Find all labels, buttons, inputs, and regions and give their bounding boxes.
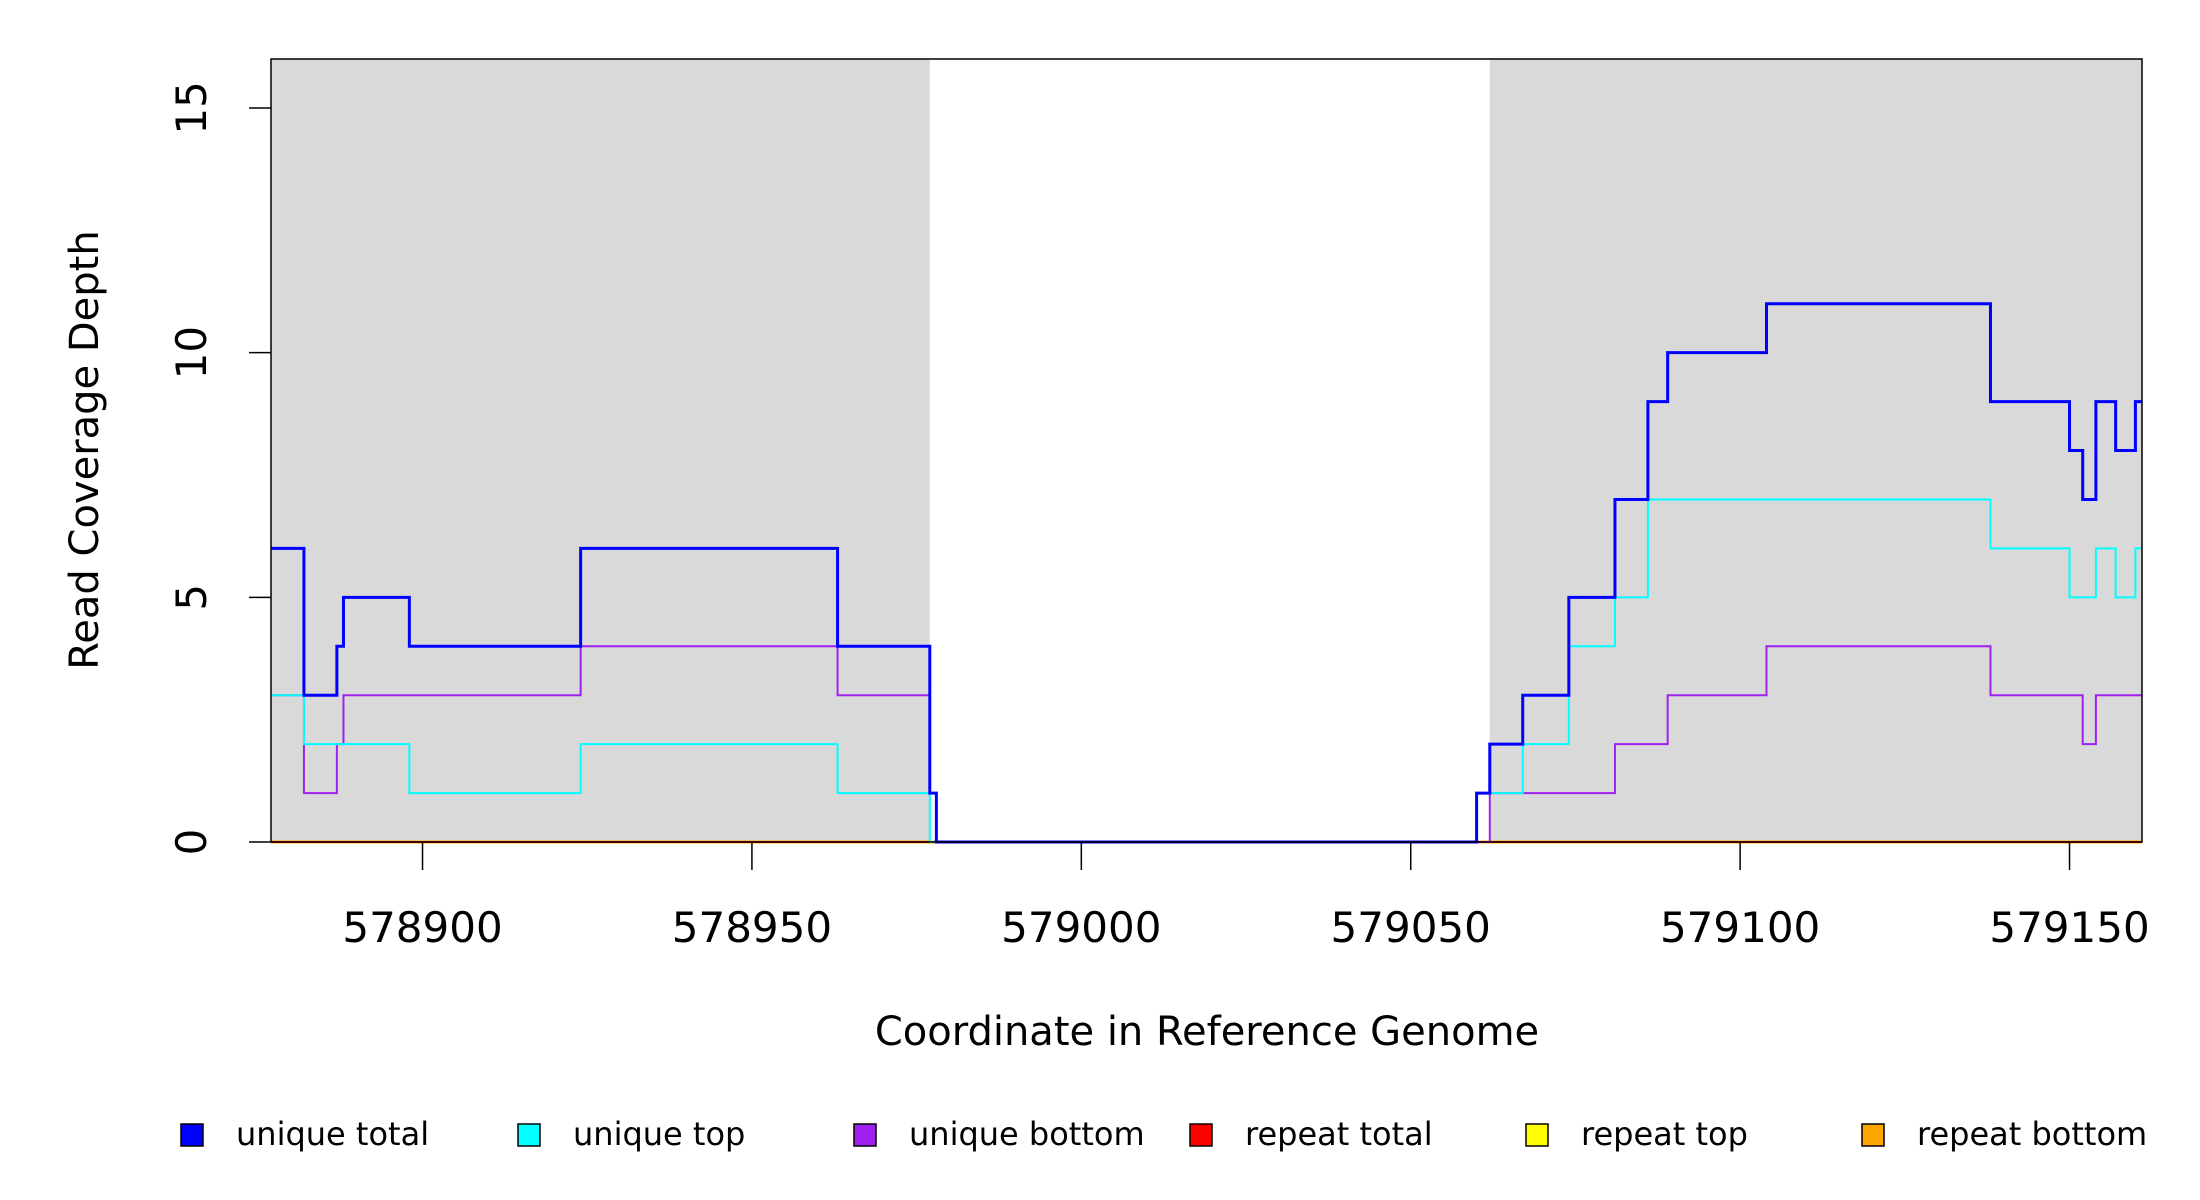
legend-label: repeat bottom bbox=[1917, 1115, 2147, 1153]
legend-swatch bbox=[1861, 1123, 1885, 1147]
series-line-unique-total bbox=[271, 302, 2142, 844]
x-axis-label: Coordinate in Reference Genome bbox=[875, 1009, 1539, 1055]
legend-swatch bbox=[180, 1123, 204, 1147]
y-tick-label: 10 bbox=[167, 326, 216, 379]
x-tick-label: 578950 bbox=[672, 903, 832, 952]
shaded-regions bbox=[271, 59, 2142, 842]
legend-item: repeat bottom bbox=[1861, 1115, 2147, 1153]
y-axis: 0 5 10 15 bbox=[167, 81, 271, 855]
legend-swatch bbox=[853, 1123, 877, 1147]
y-tick-label: 15 bbox=[167, 81, 216, 134]
legend-label: unique top bbox=[573, 1115, 745, 1153]
x-tick-label: 578900 bbox=[342, 903, 502, 952]
shaded-region bbox=[1489, 59, 2142, 842]
y-axis-label: Read Coverage Depth bbox=[62, 230, 108, 669]
legend-label: unique total bbox=[236, 1115, 429, 1153]
x-axis: 578900 578950 579000 579050 579100 579150 bbox=[342, 842, 2150, 952]
shaded-region bbox=[271, 59, 930, 842]
x-tick-label: 579050 bbox=[1331, 903, 1491, 952]
plot-frame bbox=[270, 58, 2143, 843]
x-tick-label: 579150 bbox=[1989, 903, 2149, 952]
legend-item: repeat total bbox=[1189, 1115, 1433, 1153]
legend-item: unique bottom bbox=[853, 1115, 1145, 1153]
legend-label: repeat top bbox=[1581, 1115, 1748, 1153]
legend-swatch bbox=[1189, 1123, 1213, 1147]
y-tick-label: 0 bbox=[167, 829, 216, 856]
legend: unique total unique top unique bottom repea… bbox=[180, 1115, 2147, 1153]
legend-label: unique bottom bbox=[909, 1115, 1145, 1153]
legend-item: unique total bbox=[180, 1115, 429, 1153]
legend-label: repeat total bbox=[1245, 1115, 1433, 1153]
legend-swatch bbox=[1525, 1123, 1549, 1147]
legend-item: unique top bbox=[517, 1115, 745, 1153]
y-tick-label: 5 bbox=[167, 584, 216, 611]
x-tick-label: 579000 bbox=[1001, 903, 1161, 952]
x-tick-label: 579100 bbox=[1660, 903, 1820, 952]
series-line-unique-top bbox=[271, 498, 2142, 843]
legend-item: repeat top bbox=[1525, 1115, 1748, 1153]
legend-swatch bbox=[517, 1123, 541, 1147]
